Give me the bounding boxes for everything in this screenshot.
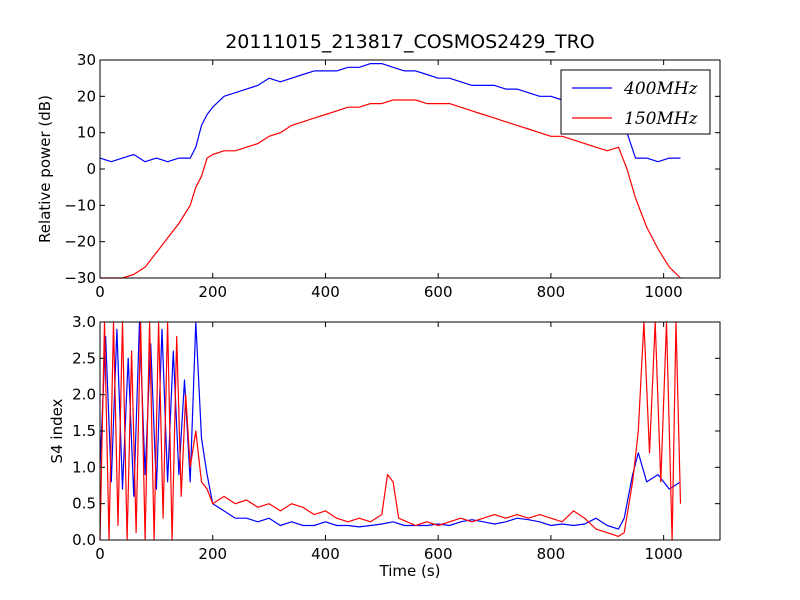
series-line-150mhz <box>100 99 681 279</box>
x-tick-label: 800 <box>537 545 566 563</box>
x-tick-label: 400 <box>311 283 340 301</box>
series-line-400mhz <box>99 321 681 530</box>
legend-box <box>560 69 711 135</box>
x-tick-label: 200 <box>198 283 227 301</box>
power-ticks-group: 0 200 400 600 800 1000 −30 −20 −10 0 10 20 30 <box>64 51 720 301</box>
s4-xlabel: Time (s) <box>379 562 441 580</box>
s4-ticks-group: 0 200 400 600 800 1000 0.0 0.5 1.0 1.5 2.0 2.5 3.0 <box>72 313 720 563</box>
x-tick-label: 600 <box>424 283 453 301</box>
x-tick-label: 400 <box>311 545 340 563</box>
y-tick-label: 0 <box>86 160 96 178</box>
power-ylabel: Relative power (dB) <box>36 95 54 243</box>
x-tick-label: 0 <box>95 545 105 563</box>
y-tick-label: 3.0 <box>72 313 96 331</box>
y-tick-label: 0.0 <box>72 531 96 549</box>
y-tick-label: 2.5 <box>72 349 96 367</box>
y-tick-label: 1.5 <box>72 422 96 440</box>
y-tick-label: 1.0 <box>72 458 96 476</box>
y-tick-label: −20 <box>64 233 96 251</box>
y-tick-label: −10 <box>64 196 96 214</box>
legend-label-150mhz: 150MHz <box>624 109 699 129</box>
legend: 400MHz 150MHz <box>560 69 711 135</box>
x-tick-label: 0 <box>95 283 105 301</box>
x-tick-label: 1000 <box>645 283 683 301</box>
power-panel: 0 200 400 600 800 1000 −30 −20 −10 0 10 20 30 Relati… <box>36 51 721 301</box>
x-tick-label: 800 <box>537 283 566 301</box>
y-tick-label: 10 <box>77 124 96 142</box>
y-tick-label: 2.0 <box>72 386 96 404</box>
chart-title: 20111015_213817_COSMOS2429_TRO <box>225 31 595 53</box>
s4-panel: 0 200 400 600 800 1000 0.0 0.5 1.0 1.5 2.0 2.5 3.0 S… <box>48 313 721 580</box>
y-tick-label: 0.5 <box>72 495 96 513</box>
y-tick-label: 30 <box>77 51 96 69</box>
x-tick-label: 600 <box>424 545 453 563</box>
x-tick-label: 200 <box>198 545 227 563</box>
y-tick-label: 20 <box>77 87 96 105</box>
legend-label-400mhz: 400MHz <box>623 79 699 99</box>
x-tick-label: 1000 <box>645 545 683 563</box>
y-tick-label: −30 <box>64 269 96 287</box>
s4-ylabel: S4 index <box>48 398 66 463</box>
